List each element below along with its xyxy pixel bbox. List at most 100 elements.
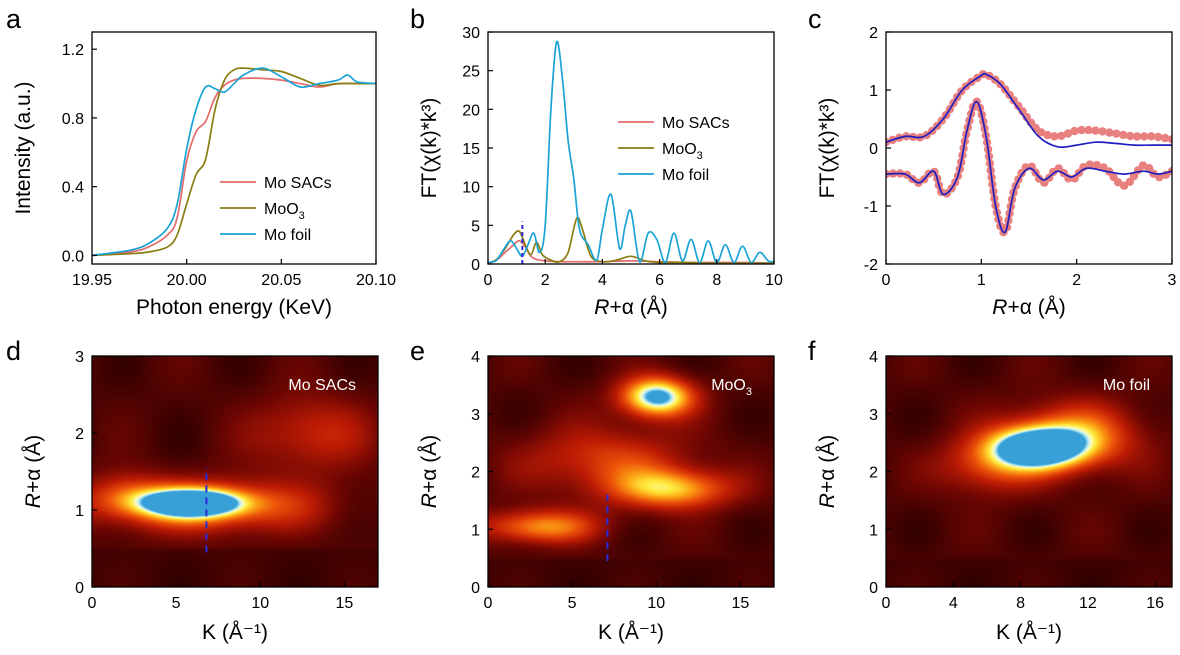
plot-area: [488, 40, 774, 264]
heatmap-image: [92, 356, 378, 587]
panel-label: c: [808, 4, 822, 34]
legend-label: MoO3: [662, 141, 703, 162]
x-axis-label-rest: +α (Å): [609, 296, 667, 319]
x-tick-label: 4: [598, 272, 607, 289]
x-tick-label: 0: [882, 272, 891, 289]
series-line: [92, 77, 376, 257]
data-point: [1126, 131, 1135, 141]
legend-label: Mo foil: [662, 167, 709, 184]
legend-label: MoO3: [264, 201, 305, 222]
data-point: [1092, 160, 1102, 170]
x-axis-label: R+α (Å): [594, 296, 667, 319]
data-point: [1084, 125, 1093, 135]
data-point: [1091, 126, 1100, 135]
chart-title-sub: 3: [746, 386, 752, 398]
y-tick-label: 25: [462, 64, 480, 81]
y-tick-label: 3: [471, 407, 480, 424]
y-tick-label: 0.4: [62, 180, 84, 197]
x-axis-label-var: R: [992, 296, 1007, 319]
x-tick-label: 4: [949, 595, 958, 612]
y-axis-label-rest: +α (Å): [22, 435, 45, 493]
ticks: 0 5 10 15 0 1 2 3: [75, 349, 353, 612]
x-tick-label: 20.10: [356, 272, 396, 289]
chart-title: Mo foil: [1103, 377, 1150, 394]
x-axis-label-var: R: [594, 296, 609, 319]
ticks: 0 5 10 15 0 1 2 3 4: [471, 349, 749, 612]
data-point: [1167, 135, 1172, 144]
panel-label: a: [6, 4, 22, 34]
legend-label: Mo SACs: [264, 175, 332, 192]
y-tick-label: 1: [75, 503, 84, 520]
plot-frame: [91, 355, 379, 588]
x-tick-label: 8: [1016, 595, 1025, 612]
y-tick-label: 0.8: [62, 111, 84, 128]
data-point: [1098, 127, 1107, 136]
x-tick-label: 2: [541, 272, 550, 289]
y-tick-label: 2: [869, 25, 878, 42]
x-tick-label: 0: [484, 595, 493, 612]
legend-label-main: MoO: [264, 201, 299, 218]
series-line: [488, 239, 774, 264]
legend-label: Mo foil: [264, 227, 311, 244]
panel-label: d: [6, 336, 21, 366]
chart-title-main: MoO: [711, 377, 746, 394]
y-axis-label: R+α (Å): [418, 435, 441, 508]
series-line: [886, 72, 1172, 149]
heatmap-image: [886, 356, 1172, 587]
y-tick-label: 10: [462, 180, 480, 197]
chart-title: MoO3: [711, 377, 752, 398]
x-tick-label: 12: [1079, 595, 1097, 612]
y-tick-label: 4: [471, 349, 480, 366]
x-tick-label: 8: [712, 272, 721, 289]
x-tick-label: 20.00: [167, 272, 207, 289]
panel-b: 0 2 4 6 8 10 0 5 10 15 20 25 30 b Mo SACs MoO3 Mo foil R+…: [410, 4, 783, 319]
y-tick-label: 2: [471, 465, 480, 482]
x-tick-label: 0: [88, 595, 97, 612]
data-point: [1140, 132, 1149, 141]
x-tick-label: 10: [251, 595, 269, 612]
x-tick-label: 2: [1072, 272, 1081, 289]
x-axis-label: R+α (Å): [992, 296, 1065, 319]
y-axis-label: Intensity (a.u.): [12, 81, 35, 214]
legend-label-sub: 3: [299, 210, 305, 222]
series-line: [886, 100, 1172, 234]
data-point: [1119, 130, 1128, 140]
y-axis-label-var: R: [22, 493, 45, 508]
x-tick-label: 16: [1146, 595, 1164, 612]
plot-frame: [91, 31, 377, 265]
x-tick-label: 1: [977, 272, 986, 289]
y-axis-label-rest: +α (Å): [418, 435, 441, 493]
series-line: [92, 67, 376, 257]
y-tick-label: 30: [462, 25, 480, 42]
y-axis-label-var: R: [418, 493, 441, 508]
y-tick-label: 1: [869, 83, 878, 100]
y-tick-label: 4: [869, 349, 878, 366]
legend-label: Mo SACs: [662, 115, 730, 132]
panel-d: 0 5 10 15 0 1 2 3 d Mo SACs K (Å⁻¹) R+α (Å): [6, 336, 379, 644]
y-axis-label: R+α (Å): [22, 435, 45, 508]
y-tick-label: 2: [869, 465, 878, 482]
legend: Mo SACs MoO3 Mo foil: [618, 115, 730, 184]
y-tick-label: 0: [869, 141, 878, 158]
data-point: [1160, 133, 1170, 143]
y-tick-label: 5: [471, 218, 480, 235]
x-tick-label: 15: [335, 595, 353, 612]
legend: Mo SACs MoO3 Mo foil: [220, 175, 332, 244]
data-point: [1050, 132, 1059, 141]
x-tick-label: 5: [568, 595, 577, 612]
y-axis-label: FT(χ(k)*k³): [418, 98, 441, 199]
x-tick-label: 3: [1168, 272, 1177, 289]
y-tick-label: -1: [864, 199, 878, 216]
y-axis-label-rest: +α (Å): [816, 435, 839, 493]
panel-a: 19.95 20.00 20.05 20.10 0.0 0.4 0.8 1.2 a Mo SACs…: [6, 4, 396, 319]
x-tick-label: 0: [882, 595, 891, 612]
ticks: 19.95 20.00 20.05 20.10 0.0 0.4 0.8 1.2: [62, 42, 396, 289]
plot-area: [92, 67, 376, 257]
x-tick-label: 6: [655, 272, 664, 289]
data-point: [1063, 129, 1073, 138]
panel-label: f: [808, 336, 816, 366]
data-point: [1057, 131, 1066, 141]
y-tick-label: 3: [869, 407, 878, 424]
data-point: [1077, 125, 1086, 135]
